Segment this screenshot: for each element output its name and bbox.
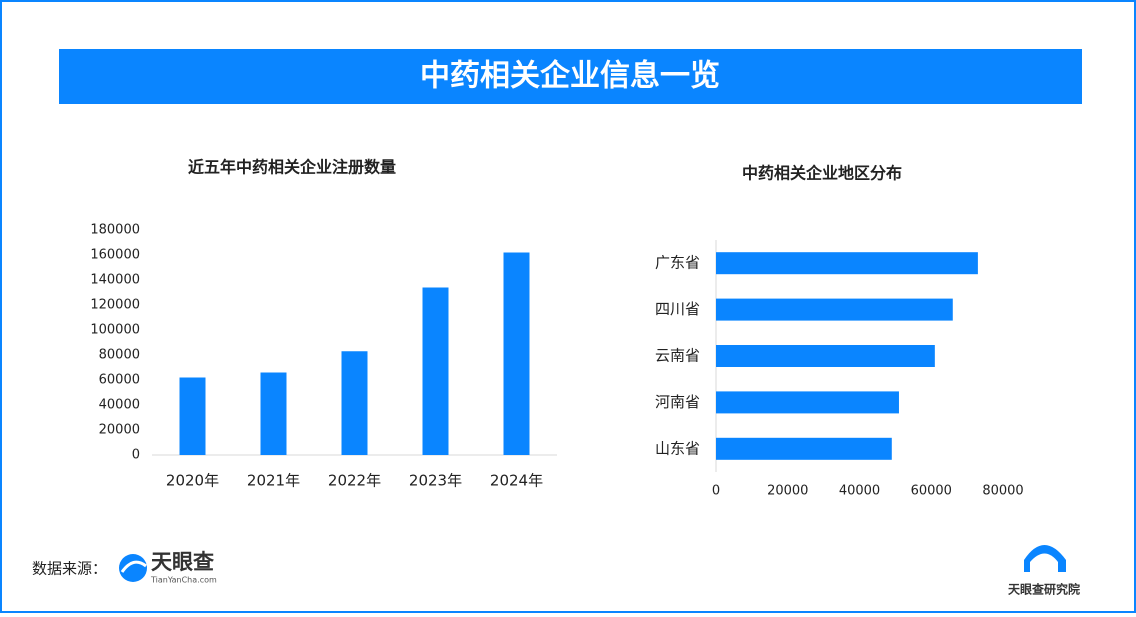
bar [179,377,206,455]
y-tick-label: 80000 [99,348,140,363]
y-tick-label: 180000 [90,223,140,238]
y-tick-label: 120000 [90,298,140,313]
x-tick-label: 80000 [982,484,1023,499]
bar [716,298,953,321]
bar [260,372,287,455]
title-banner [59,49,1082,104]
chart-title: 中药相关企业地区分布 [742,164,902,183]
institute-logo-inner [1030,553,1058,572]
x-tick-label: 2024年 [490,472,543,490]
y-tick-label: 160000 [90,248,140,263]
logo-url: TianYanCha.com [150,576,217,585]
bar [716,252,978,275]
y-tick-label: 河南省 [655,393,700,411]
x-tick-label: 0 [712,484,720,499]
bar [716,391,899,414]
x-tick-label: 40000 [839,484,880,499]
x-tick-label: 2021年 [247,472,300,490]
y-tick-label: 60000 [99,373,140,388]
x-tick-label: 2020年 [166,472,219,490]
bar [716,345,935,367]
x-tick-label: 20000 [767,484,808,499]
y-tick-label: 广东省 [655,254,700,272]
y-tick-label: 0 [132,448,140,463]
bar [716,437,892,460]
y-tick-label: 40000 [99,398,140,413]
x-tick-label: 2023年 [409,472,462,490]
logo-name: 天眼查 [151,550,214,574]
x-tick-label: 2022年 [328,472,381,490]
x-tick-label: 60000 [911,484,952,499]
y-tick-label: 20000 [99,423,140,438]
y-tick-label: 山东省 [655,439,700,457]
y-tick-label: 140000 [90,273,140,288]
y-tick-label: 四川省 [655,300,700,318]
bar [422,287,449,455]
source-label: 数据来源： [32,560,107,578]
y-tick-label: 云南省 [655,347,700,365]
chart-title: 近五年中药相关企业注册数量 [188,158,396,177]
logo-icon [119,554,147,582]
institute-name: 天眼查研究院 [1008,582,1080,597]
y-tick-label: 100000 [90,323,140,338]
page-title: 中药相关企业信息一览 [420,59,720,94]
bar [503,252,530,455]
bar [341,351,368,455]
logo-icon-mark [120,560,147,573]
